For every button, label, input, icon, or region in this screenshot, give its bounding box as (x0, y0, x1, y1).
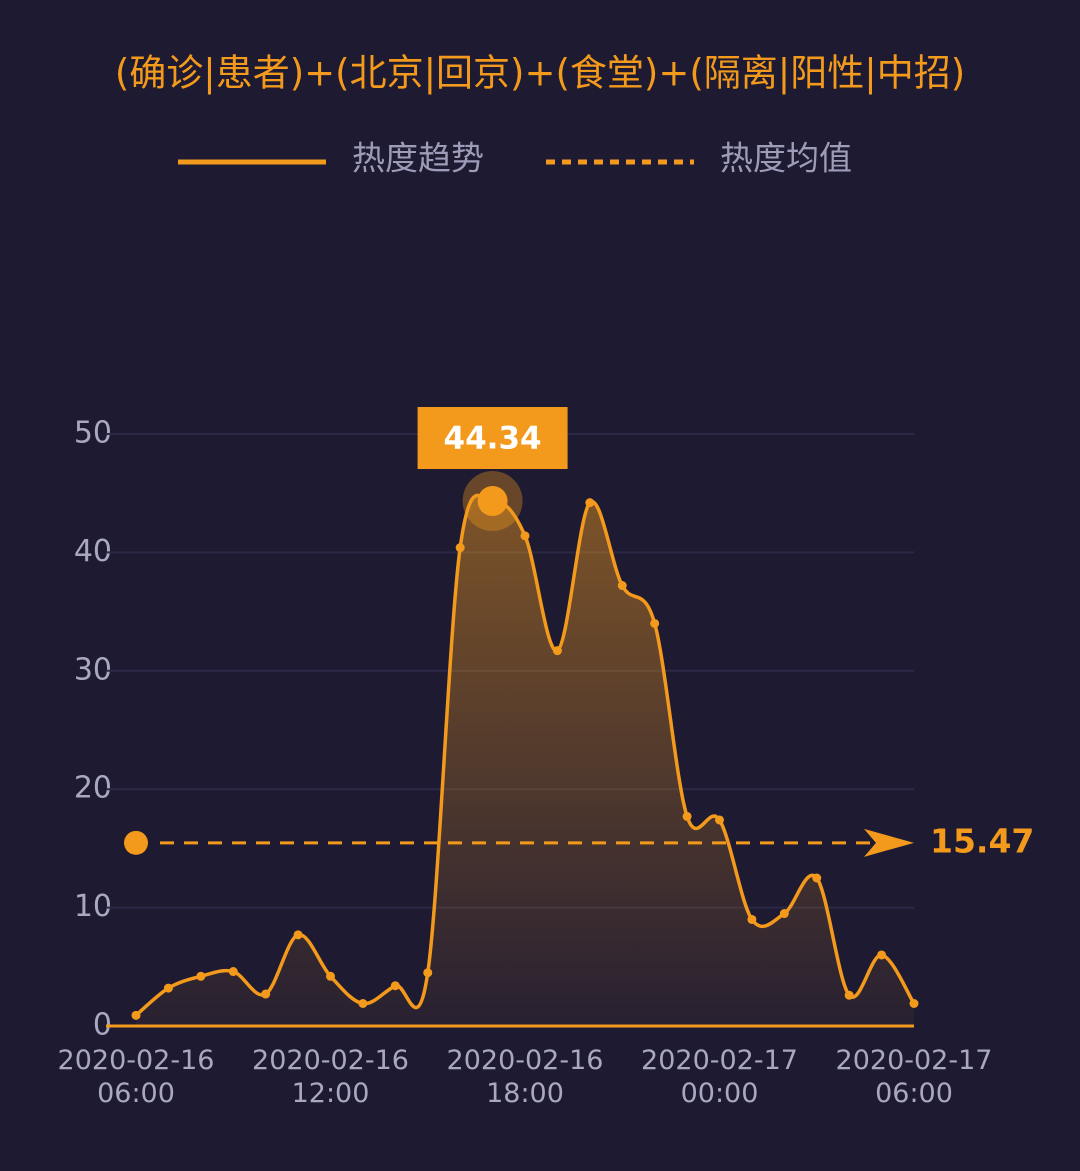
point (163, 983, 173, 993)
point (228, 967, 238, 977)
y-tick-label: 10 (74, 889, 112, 924)
point (552, 646, 562, 656)
y-tick-label: 20 (74, 771, 112, 806)
point (261, 989, 271, 999)
point (779, 909, 789, 919)
point (293, 930, 303, 940)
x-tick-label: 2020-02-16 06:00 (57, 1045, 215, 1109)
point (682, 811, 692, 821)
highlight-label: 44.34 (444, 421, 542, 457)
point (877, 950, 887, 960)
legend-label: 热度均值 (720, 139, 852, 178)
mean-arrow (864, 828, 914, 857)
point (326, 971, 335, 981)
y-tick-label: 40 (74, 534, 112, 569)
highlight-box (417, 407, 568, 470)
point (131, 1010, 141, 1020)
y-tick-label: 30 (74, 652, 112, 687)
point (747, 914, 757, 924)
point (585, 498, 595, 508)
point (455, 543, 465, 553)
area (136, 495, 914, 1026)
mean-dot (124, 830, 148, 855)
point (358, 999, 368, 1009)
point (812, 873, 822, 883)
point (520, 531, 530, 541)
y-tick-label: 0 (93, 1008, 112, 1043)
x-tick-label: 2020-02-17 06:00 (835, 1045, 993, 1109)
point (390, 981, 400, 991)
point (650, 618, 660, 628)
x-tick-label: 2020-02-16 12:00 (252, 1045, 409, 1109)
y-tick-label: 50 (74, 416, 112, 451)
legend-label: 热度趋势 (352, 139, 484, 178)
point (909, 999, 919, 1009)
x-tick-label: 2020-02-17 00:00 (641, 1045, 798, 1109)
point (617, 581, 627, 591)
point (844, 990, 854, 1000)
point (423, 968, 433, 978)
mean-label: 15.47 (930, 821, 1034, 860)
highlight-point (477, 486, 508, 517)
point (196, 971, 206, 981)
point (715, 815, 724, 825)
chart-title: (确诊|患者)+(北京|回京)+(食堂)+(隔离|阳性|中招) (115, 52, 965, 95)
x-tick-label: 2020-02-16 18:00 (446, 1045, 604, 1109)
